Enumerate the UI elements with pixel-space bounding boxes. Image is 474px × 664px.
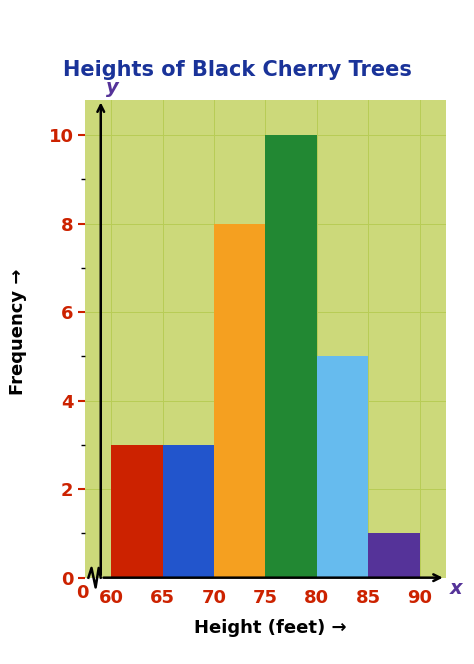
- Bar: [163, 445, 214, 578]
- Bar: [265, 135, 317, 578]
- Bar: [317, 357, 368, 578]
- Text: x: x: [450, 579, 462, 598]
- Text: 0: 0: [76, 584, 89, 602]
- Text: y: y: [106, 78, 118, 98]
- Bar: [368, 533, 420, 578]
- Bar: [111, 445, 163, 578]
- Text: Frequency →: Frequency →: [9, 269, 27, 395]
- Bar: [214, 224, 265, 578]
- Text: Heights of Black Cherry Trees: Heights of Black Cherry Trees: [63, 60, 411, 80]
- Text: Height (feet) →: Height (feet) →: [194, 620, 346, 637]
